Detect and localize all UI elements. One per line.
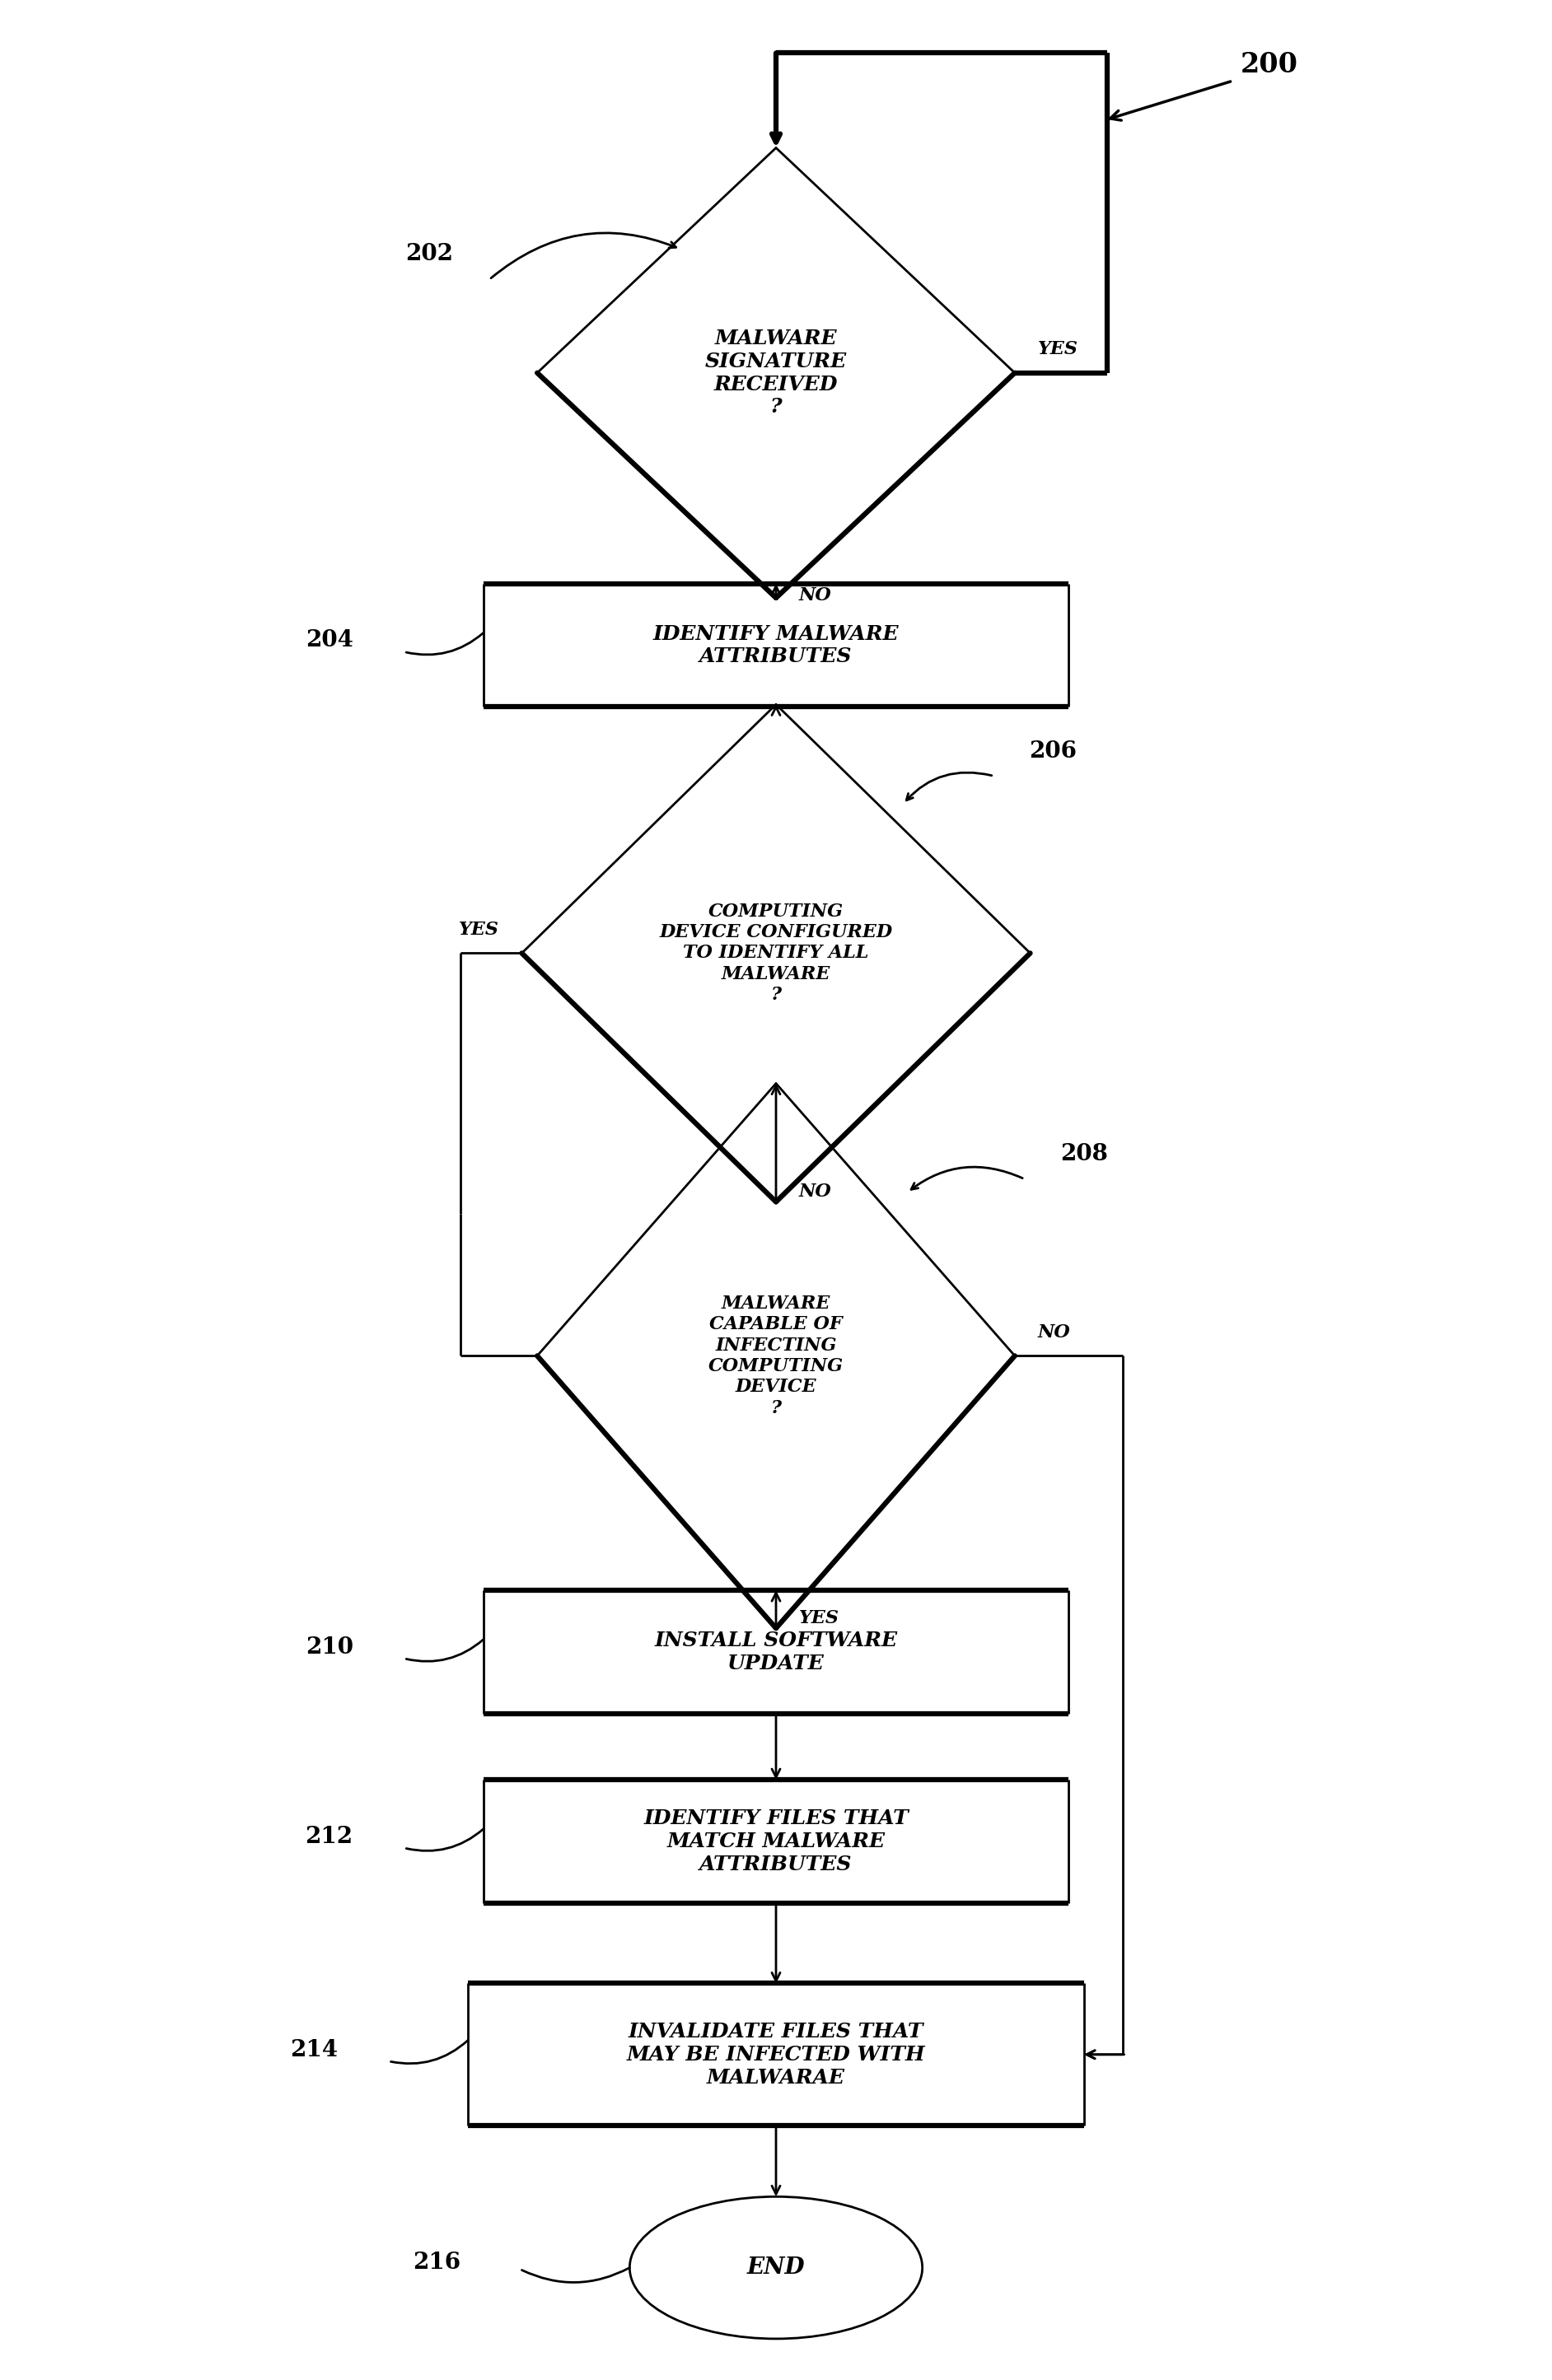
Text: INSTALL SOFTWARE
UPDATE: INSTALL SOFTWARE UPDATE: [655, 1630, 897, 1673]
Text: 216: 216: [413, 2251, 461, 2273]
Text: COMPUTING
DEVICE CONFIGURED
TO IDENTIFY ALL
MALWARE
?: COMPUTING DEVICE CONFIGURED TO IDENTIFY …: [660, 902, 892, 1004]
Text: 200: 200: [1240, 52, 1297, 79]
Text: 214: 214: [290, 2040, 338, 2061]
Text: 202: 202: [405, 243, 453, 267]
Text: MALWARE
SIGNATURE
RECEIVED
?: MALWARE SIGNATURE RECEIVED ?: [705, 328, 847, 416]
Text: 210: 210: [306, 1635, 354, 1659]
Text: 204: 204: [306, 628, 352, 652]
Text: YES: YES: [458, 921, 498, 938]
Text: NO: NO: [799, 1183, 832, 1202]
Text: IDENTIFY MALWARE
ATTRIBUTES: IDENTIFY MALWARE ATTRIBUTES: [653, 624, 899, 666]
Text: INVALIDATE FILES THAT
MAY BE INFECTED WITH
MALWARAE: INVALIDATE FILES THAT MAY BE INFECTED WI…: [627, 2021, 925, 2087]
Text: 212: 212: [306, 1825, 354, 1847]
Text: NO: NO: [1038, 1323, 1071, 1342]
Text: YES: YES: [799, 1609, 840, 1628]
Text: YES: YES: [1038, 340, 1079, 359]
Text: NO: NO: [799, 585, 832, 605]
Text: MALWARE
CAPABLE OF
INFECTING
COMPUTING
DEVICE
?: MALWARE CAPABLE OF INFECTING COMPUTING D…: [708, 1295, 844, 1416]
Text: 208: 208: [1060, 1142, 1108, 1166]
Text: 206: 206: [1029, 740, 1077, 764]
Text: IDENTIFY FILES THAT
MATCH MALWARE
ATTRIBUTES: IDENTIFY FILES THAT MATCH MALWARE ATTRIB…: [644, 1809, 908, 1873]
Text: END: END: [747, 2256, 805, 2278]
